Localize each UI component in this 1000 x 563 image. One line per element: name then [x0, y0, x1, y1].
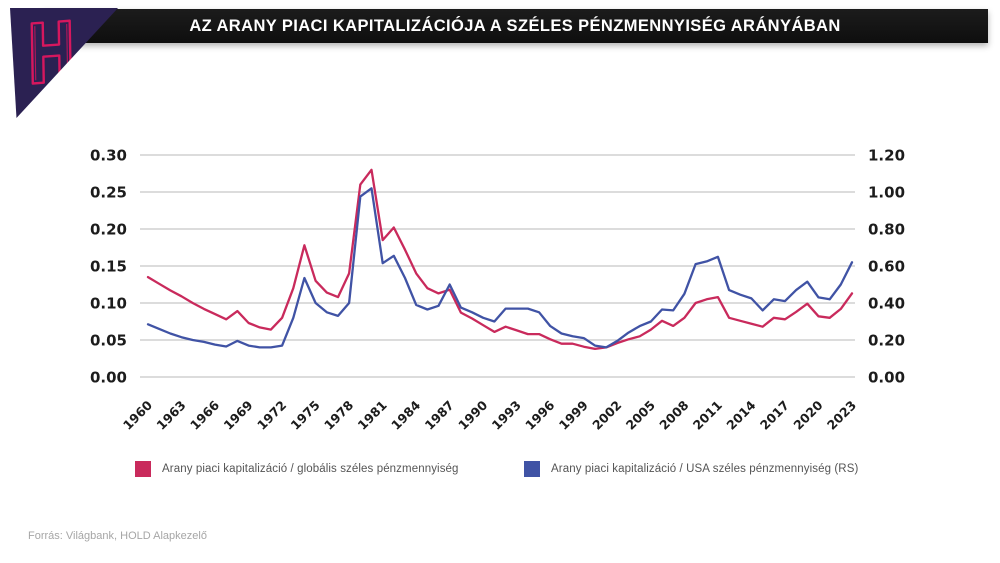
- x-axis-tick-label: 2008: [656, 398, 691, 433]
- x-axis-tick-label: 1978: [321, 398, 356, 433]
- x-axis-tick-label: 1981: [355, 398, 390, 433]
- x-axis-tick-label: 2020: [790, 397, 825, 432]
- x-axis-tick-label: 2023: [824, 398, 859, 433]
- x-axis-tick-label: 1996: [522, 397, 557, 432]
- x-axis-tick-label: 1984: [388, 397, 423, 432]
- x-axis-tick-label: 1960: [120, 397, 155, 432]
- legend-label: Arany piaci kapitalizáció / globális szé…: [162, 463, 459, 475]
- x-axis-tick-label: 1963: [153, 398, 188, 433]
- legend-swatch-blue: [524, 461, 540, 477]
- y-axis-right-tick-label: 0.80: [868, 221, 905, 239]
- page-title: AZ ARANY PIACI KAPITALIZÁCIÓJA A SZÉLES …: [189, 16, 841, 35]
- x-axis-tick-label: 1987: [422, 398, 457, 433]
- legend-label: Arany piaci kapitalizáció / USA széles p…: [551, 463, 859, 475]
- x-axis-tick-label: 1969: [220, 398, 255, 433]
- y-axis-right-tick-label: 1.00: [868, 184, 905, 202]
- x-axis-tick-label: 2005: [623, 398, 658, 433]
- y-axis-left-tick-label: 0.30: [90, 147, 127, 165]
- y-axis-left-tick-label: 0.05: [90, 332, 127, 350]
- x-axis-tick-label: 1990: [455, 397, 490, 432]
- legend-item-global: Arany piaci kapitalizáció / globális szé…: [135, 461, 459, 477]
- y-axis-left-tick-label: 0.20: [90, 221, 127, 239]
- y-axis-left-tick-label: 0.00: [90, 369, 127, 387]
- y-axis-left-tick-label: 0.10: [90, 295, 127, 313]
- y-axis-right-tick-label: 1.20: [868, 147, 905, 165]
- title-bar: AZ ARANY PIACI KAPITALIZÁCIÓJA A SZÉLES …: [42, 9, 988, 43]
- y-axis-right-tick-label: 0.00: [868, 369, 905, 387]
- legend-item-usa: Arany piaci kapitalizáció / USA széles p…: [524, 461, 858, 477]
- x-axis-tick-label: 2017: [757, 398, 792, 433]
- source-note: Forrás: Világbank, HOLD Alapkezelő: [28, 530, 207, 542]
- x-axis-tick-label: 2014: [723, 397, 758, 432]
- x-axis-tick-label: 2002: [589, 398, 624, 433]
- x-axis-tick-label: 1999: [556, 398, 591, 433]
- x-axis-tick-label: 2011: [690, 398, 725, 433]
- x-axis-tick-label: 1966: [187, 397, 222, 432]
- y-axis-left-tick-label: 0.15: [90, 258, 127, 276]
- y-axis-left-tick-label: 0.25: [90, 184, 127, 202]
- y-axis-right-tick-label: 0.40: [868, 295, 905, 313]
- y-axis-right-tick-label: 0.20: [868, 332, 905, 350]
- x-axis-tick-label: 1972: [254, 398, 289, 433]
- legend-swatch-pink: [135, 461, 151, 477]
- series-line-usa: [146, 187, 854, 349]
- series-line-global: [146, 168, 854, 351]
- x-axis-tick-label: 1975: [288, 398, 323, 433]
- y-axis-right-tick-label: 0.60: [868, 258, 905, 276]
- x-axis-tick-label: 1993: [489, 398, 524, 433]
